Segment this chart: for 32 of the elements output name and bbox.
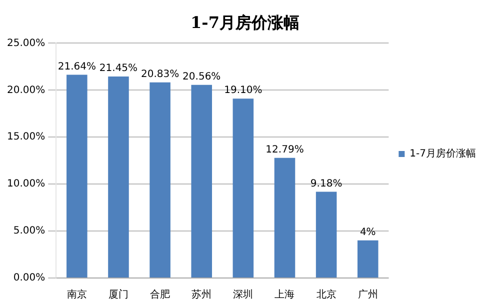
y-tick-label: 25.00% <box>6 38 46 49</box>
y-tick-label: 0.00% <box>13 272 46 284</box>
bar <box>191 84 212 278</box>
x-tick-label: 厦门 <box>108 288 128 301</box>
chart-title: 1-7月房价涨幅 <box>190 12 300 32</box>
bar <box>108 76 129 278</box>
y-tick-label: 15.00% <box>6 132 46 143</box>
x-tick-label: 苏州 <box>192 288 212 301</box>
data-label: 21.64% <box>58 61 96 72</box>
bar <box>357 240 378 278</box>
x-tick-label: 南京 <box>66 288 87 301</box>
x-tick-label: 合肥 <box>150 288 170 301</box>
data-label: 9.18% <box>310 178 342 190</box>
data-label: 4% <box>360 227 376 238</box>
bar <box>316 192 337 278</box>
data-label: 21.45% <box>99 63 138 74</box>
bar <box>274 158 296 278</box>
y-tick-label: 10.00% <box>6 178 46 190</box>
x-tick-label: 广州 <box>358 288 378 301</box>
data-label: 12.79% <box>266 144 304 156</box>
data-label: 20.56% <box>182 71 221 82</box>
y-tick-label: 5.00% <box>13 226 46 237</box>
bar <box>66 74 88 278</box>
data-label: 19.10% <box>224 85 262 96</box>
x-tick-label: 深圳 <box>233 288 254 301</box>
bar <box>150 82 170 278</box>
bar <box>232 98 254 278</box>
legend-label: 1-7月房价涨幅 <box>410 148 476 160</box>
x-tick-label: 上海 <box>274 288 295 301</box>
y-tick-label: 20.00% <box>6 84 46 96</box>
data-label: 20.83% <box>140 68 180 80</box>
x-tick-label: 北京 <box>316 288 336 301</box>
